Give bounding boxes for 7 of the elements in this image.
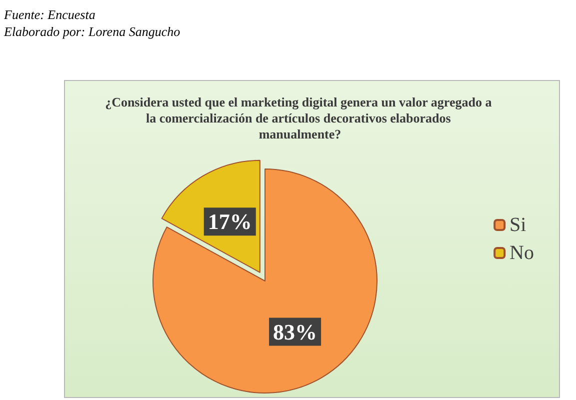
data-label: 83% xyxy=(273,319,318,344)
text: Elaborado por: Lorena Sangucho xyxy=(4,23,180,40)
chart-title: ¿Considera usted que el marketing digital genera un valor agregado a la comercialización de artículos decorativos elaborados manualmente? xyxy=(105,94,495,142)
data-label: 17% xyxy=(208,209,252,234)
legend-label: Si xyxy=(510,214,527,236)
legend-label: No xyxy=(510,242,534,264)
source-note: Fuente: Encuesta xyxy=(4,6,96,23)
